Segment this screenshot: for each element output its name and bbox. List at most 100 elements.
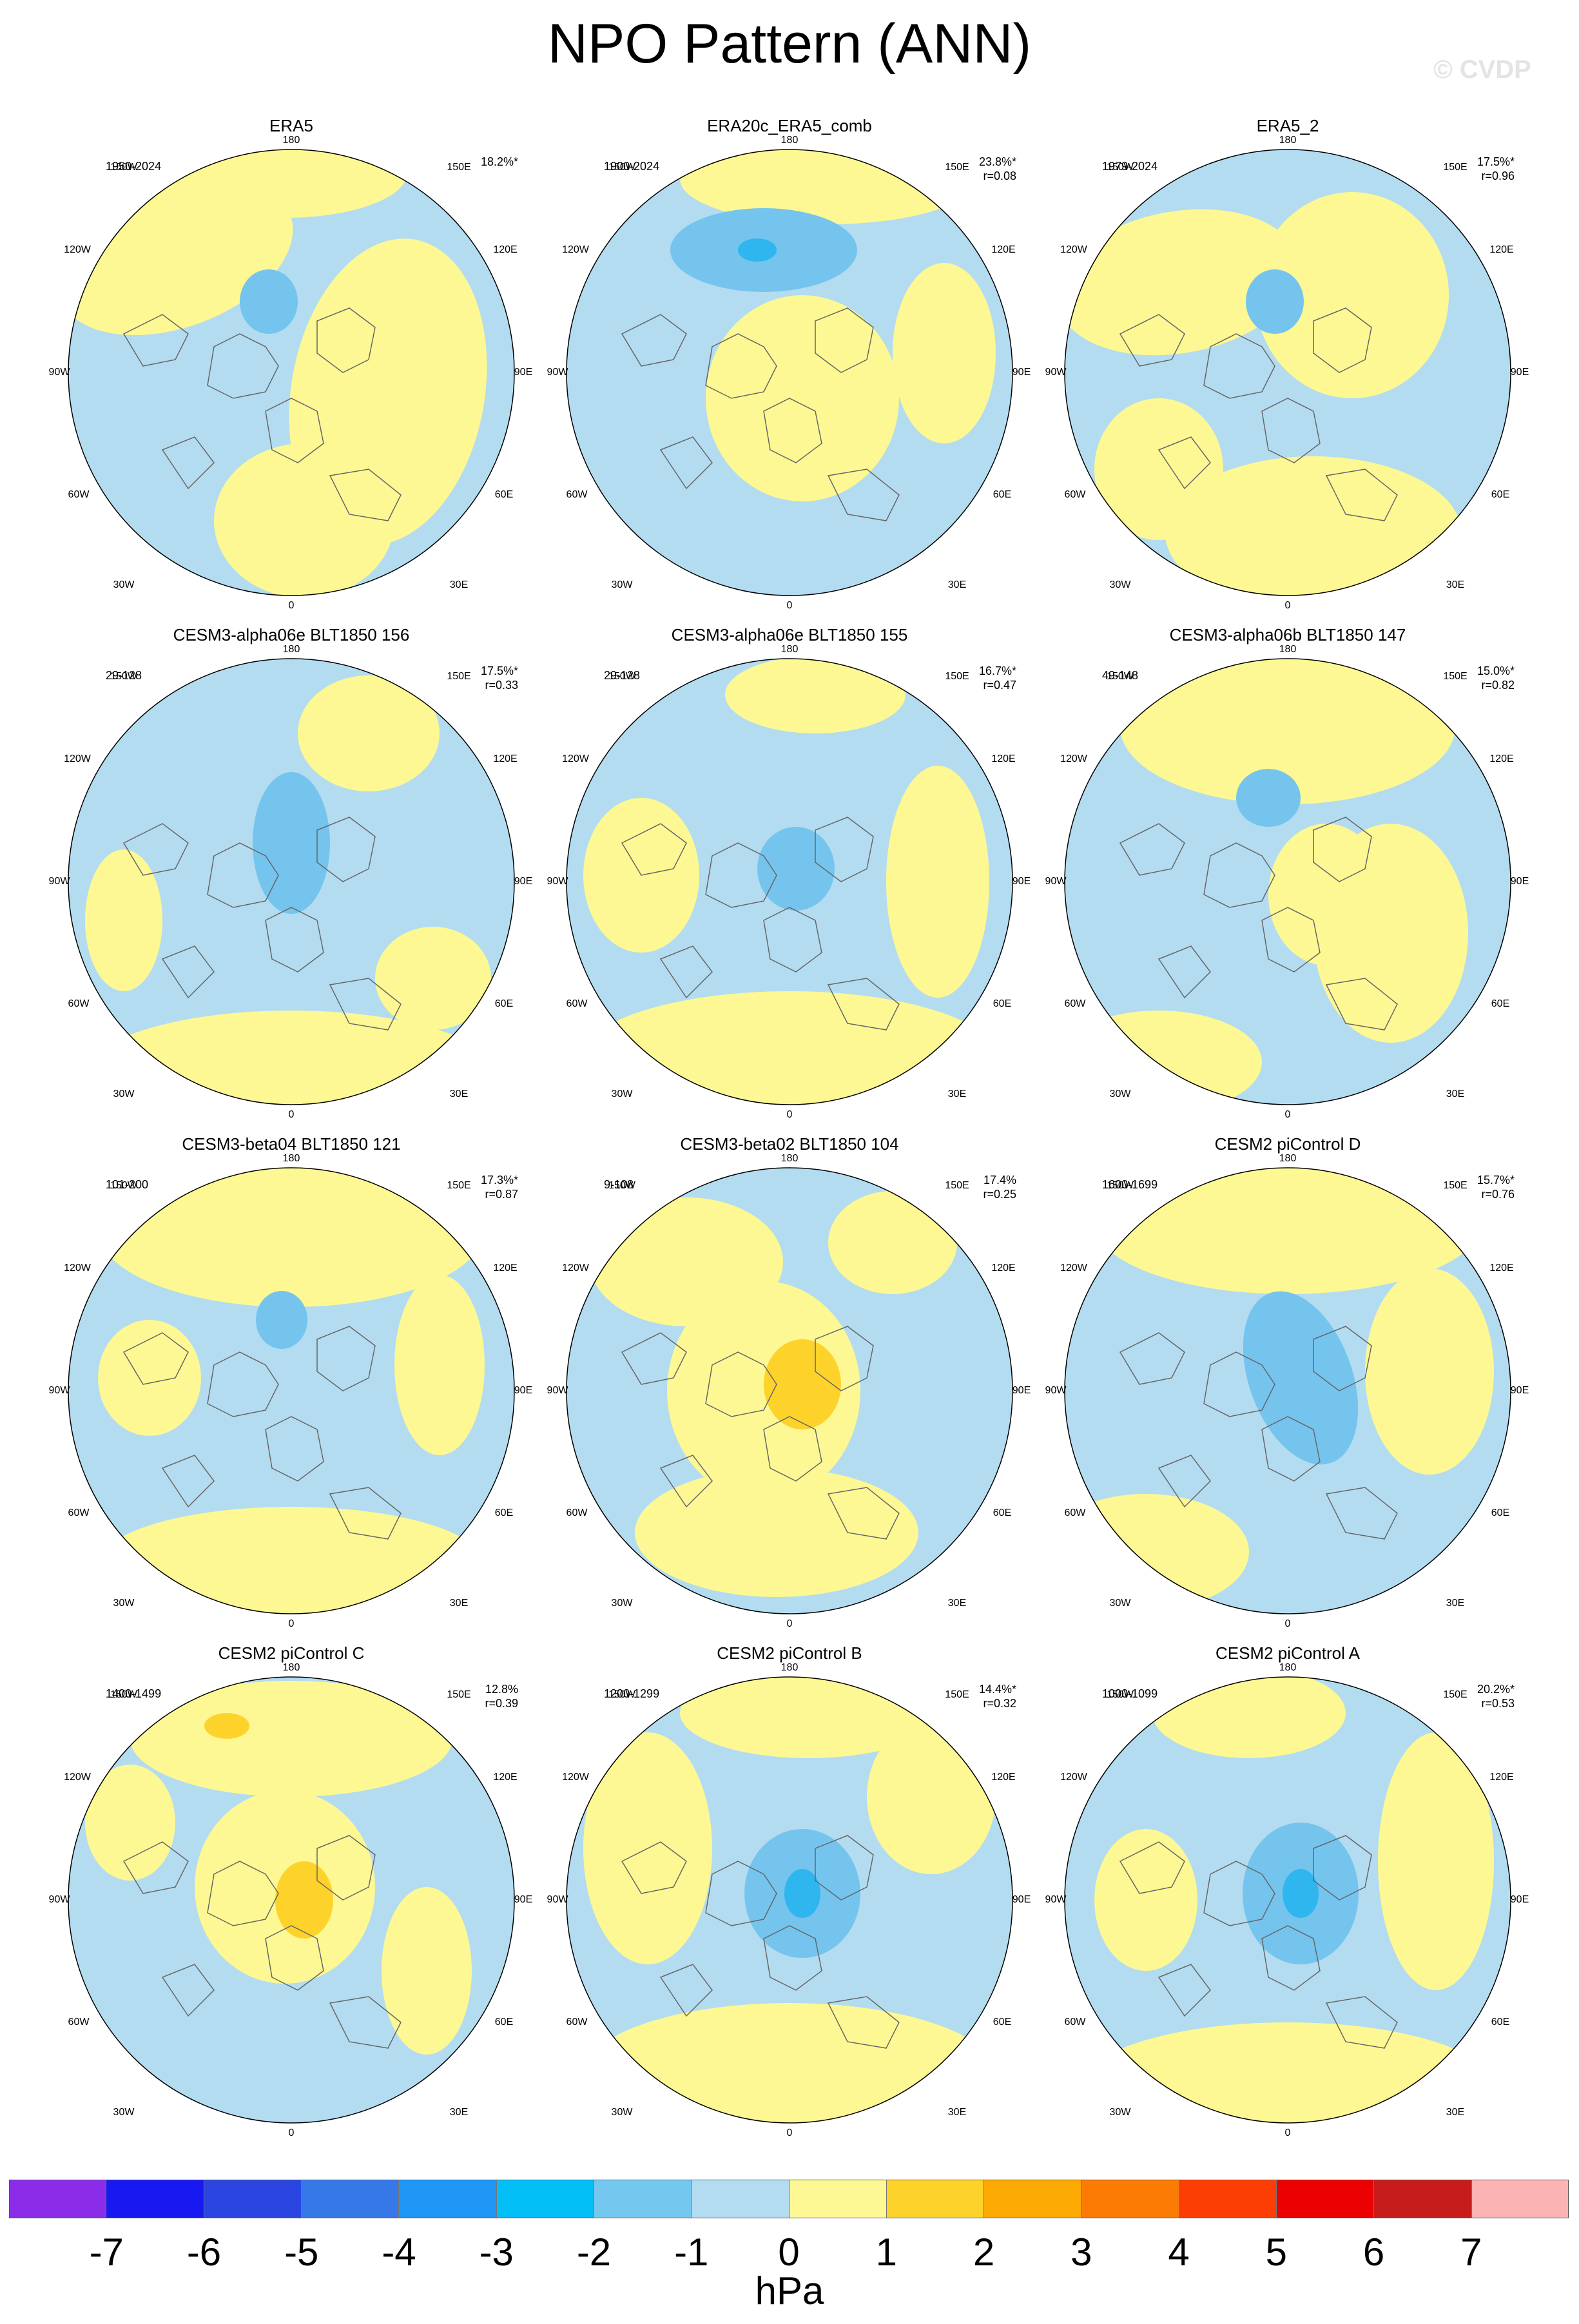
field-anomaly-region <box>382 1887 472 2055</box>
field-anomaly-region <box>1255 192 1449 398</box>
longitude-label: 30E <box>449 579 469 590</box>
longitude-label: 180 <box>780 135 799 146</box>
longitude-label: 150E <box>945 1180 969 1191</box>
panel-pattern-correlation: r=0.32 <box>983 1697 1016 1710</box>
longitude-label: 150E <box>1443 671 1468 682</box>
field-anomaly-region <box>130 1681 452 1797</box>
polar-map <box>68 1167 515 1614</box>
field-anomaly-region <box>757 827 835 911</box>
coastline <box>1203 333 1275 399</box>
coastline <box>1313 1326 1372 1391</box>
field-anomaly-region <box>1246 269 1304 334</box>
longitude-label: 150E <box>945 1689 969 1700</box>
field-anomaly-region <box>1065 209 1300 356</box>
polar-map <box>566 658 1013 1105</box>
coastline <box>207 1351 279 1417</box>
colorbar-tick-label: -5 <box>284 2231 319 2274</box>
longitude-label: 0 <box>288 2127 295 2138</box>
panel-years: 29-128 <box>604 669 641 682</box>
longitude-label: 60E <box>1491 2017 1510 2028</box>
panel-title: ERA5_2 <box>1256 116 1319 135</box>
panel-variance-pct: 23.8%* <box>978 155 1016 168</box>
coastline <box>705 333 777 399</box>
coastline <box>705 842 777 908</box>
longitude-label: 60E <box>494 2017 514 2028</box>
longitude-label: 150E <box>447 1180 471 1191</box>
polar-map <box>68 1676 515 2124</box>
longitude-label: 180 <box>1279 1153 1297 1164</box>
page-title: NPO Pattern (ANN) <box>547 13 1032 75</box>
colorbar-tick-label: 3 <box>1070 2231 1092 2274</box>
longitude-label: 0 <box>786 2127 793 2138</box>
panel-years: 49-148 <box>1102 669 1139 682</box>
longitude-label: 120E <box>991 1263 1016 1273</box>
longitude-label: 90E <box>514 876 533 887</box>
longitude-label: 90W <box>547 367 568 378</box>
longitude-label: 120E <box>493 1772 518 1783</box>
longitude-label: 150W <box>110 162 137 173</box>
longitude-label: 120W <box>64 1772 91 1783</box>
longitude-label: 120W <box>562 753 589 764</box>
longitude-label: 90W <box>1045 1385 1067 1396</box>
panel-variance-pct: 12.8% <box>485 1683 518 1696</box>
panel-years: 1979-2024 <box>1102 160 1158 173</box>
longitude-label: 120W <box>1060 753 1087 764</box>
longitude-label: 30E <box>1446 1598 1465 1609</box>
coastline <box>1325 1996 1398 2049</box>
panel-years: 101-200 <box>106 1178 149 1191</box>
panel-title: CESM2 piControl B <box>717 1643 862 1663</box>
colorbar-segment <box>9 2180 107 2218</box>
colorbar-frame <box>9 2180 1569 2218</box>
longitude-label: 150W <box>110 1180 137 1191</box>
polar-map <box>566 149 1013 596</box>
longitude-label: 120W <box>1060 244 1087 255</box>
longitude-label: 60W <box>1064 2017 1086 2028</box>
coastline <box>1325 978 1398 1031</box>
longitude-label: 90W <box>48 1385 70 1396</box>
panel-title: ERA5 <box>269 116 313 135</box>
colorbar-tick-label: 0 <box>778 2231 800 2274</box>
longitude-label: 90E <box>514 1894 533 1905</box>
panel-pattern-correlation: r=0.53 <box>1481 1697 1515 1710</box>
map-border <box>68 658 515 1105</box>
longitude-label: 30E <box>947 2107 967 2118</box>
field-anomaly-region <box>706 295 899 501</box>
coastline <box>207 333 279 399</box>
coastline <box>659 1455 713 1508</box>
panel-years: 1950-2024 <box>106 160 162 173</box>
field-anomaly-region <box>1120 659 1455 804</box>
longitude-label: 0 <box>1284 1618 1291 1629</box>
longitude-label: 60W <box>566 489 588 500</box>
panel-pattern-correlation: r=0.39 <box>485 1697 518 1710</box>
field-anomaly-region <box>98 1320 201 1436</box>
field-anomaly-region <box>98 1168 485 1307</box>
map-border <box>1064 1167 1511 1614</box>
map-border <box>1064 1676 1511 2124</box>
coastline <box>122 314 189 367</box>
panel-pattern-correlation: r=0.96 <box>1481 169 1515 182</box>
field-anomaly-region <box>680 1677 938 1758</box>
map-panel: ERA20c_ERA5_comb 1900-2024 23.8%* r=0.08 180… <box>527 116 1052 625</box>
map-panel: CESM2 piControl B 1200-1299 14.4%* r=0.32 18… <box>527 1643 1052 2153</box>
panel-years: 1600-1699 <box>1102 1178 1158 1191</box>
polar-map <box>1064 1676 1511 2124</box>
longitude-label: 150W <box>1107 671 1134 682</box>
field-anomaly-region <box>738 238 777 262</box>
field-anomaly-region <box>886 766 989 998</box>
field-anomaly-region <box>667 1281 860 1500</box>
map-panel: CESM3-alpha06b BLT1850 147 49-148 15.0%* r=… <box>1025 625 1551 1134</box>
panel-variance-pct: 16.7%* <box>978 664 1016 677</box>
map-border <box>566 658 1013 1105</box>
panel-pattern-correlation: r=0.76 <box>1481 1188 1515 1201</box>
longitude-label: 60E <box>1491 998 1510 1009</box>
map-border <box>68 1676 515 2124</box>
colorbar-segment <box>984 2180 1082 2218</box>
coastline <box>815 307 874 373</box>
longitude-label: 60W <box>68 2017 90 2028</box>
longitude-label: 90W <box>48 367 70 378</box>
longitude-label: 120W <box>562 1263 589 1273</box>
coastline <box>316 1835 376 1901</box>
longitude-label: 150E <box>447 162 471 173</box>
coastline <box>827 1487 900 1540</box>
map-panel: CESM3-alpha06e BLT1850 156 29-128 17.5%* r=… <box>28 625 554 1134</box>
